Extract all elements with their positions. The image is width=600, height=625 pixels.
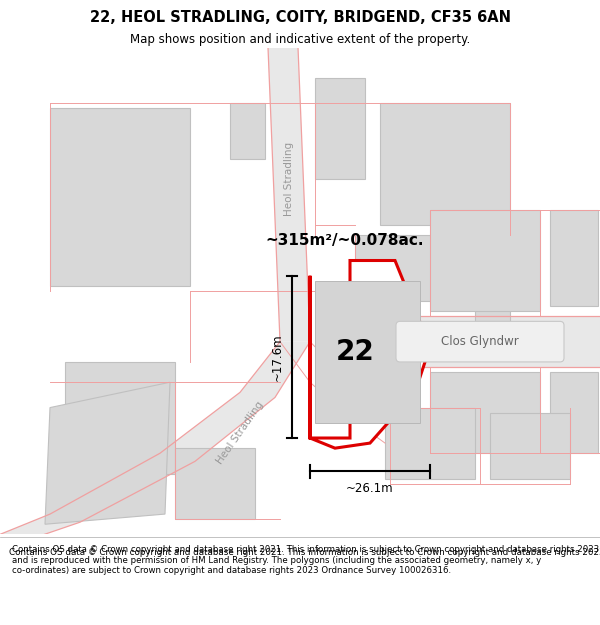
Text: Clos Glyndwr: Clos Glyndwr [441,335,519,348]
Text: Heol Stradling: Heol Stradling [284,142,294,216]
Bar [65,362,175,474]
Polygon shape [45,382,170,524]
Bar [490,412,570,479]
Polygon shape [310,261,430,448]
Bar [50,108,190,286]
Polygon shape [355,235,510,321]
Bar [230,103,265,159]
Text: ~315m²/~0.078ac.: ~315m²/~0.078ac. [266,233,424,248]
Bar [550,372,598,453]
Text: ~26.1m: ~26.1m [346,482,394,494]
Text: Map shows position and indicative extent of the property.: Map shows position and indicative extent… [130,33,470,46]
Bar [380,103,510,225]
Text: 22, HEOL STRADLING, COITY, BRIDGEND, CF35 6AN: 22, HEOL STRADLING, COITY, BRIDGEND, CF3… [89,11,511,26]
Bar [175,448,255,519]
FancyBboxPatch shape [396,321,564,362]
Bar [430,210,540,311]
Text: ~17.6m: ~17.6m [271,333,284,381]
Bar [315,78,365,179]
Text: 22: 22 [335,338,374,366]
Bar [430,372,540,453]
Text: Contains OS data © Crown copyright and database right 2021. This information is : Contains OS data © Crown copyright and d… [12,545,599,575]
Polygon shape [0,342,310,549]
Bar [315,281,420,422]
Polygon shape [390,316,600,367]
Bar [385,408,475,479]
Polygon shape [268,48,310,342]
Text: Heol Stradling: Heol Stradling [215,400,265,466]
Text: Contains OS data © Crown copyright and database right 2021. This information is : Contains OS data © Crown copyright and d… [9,548,600,557]
Bar [550,210,598,306]
